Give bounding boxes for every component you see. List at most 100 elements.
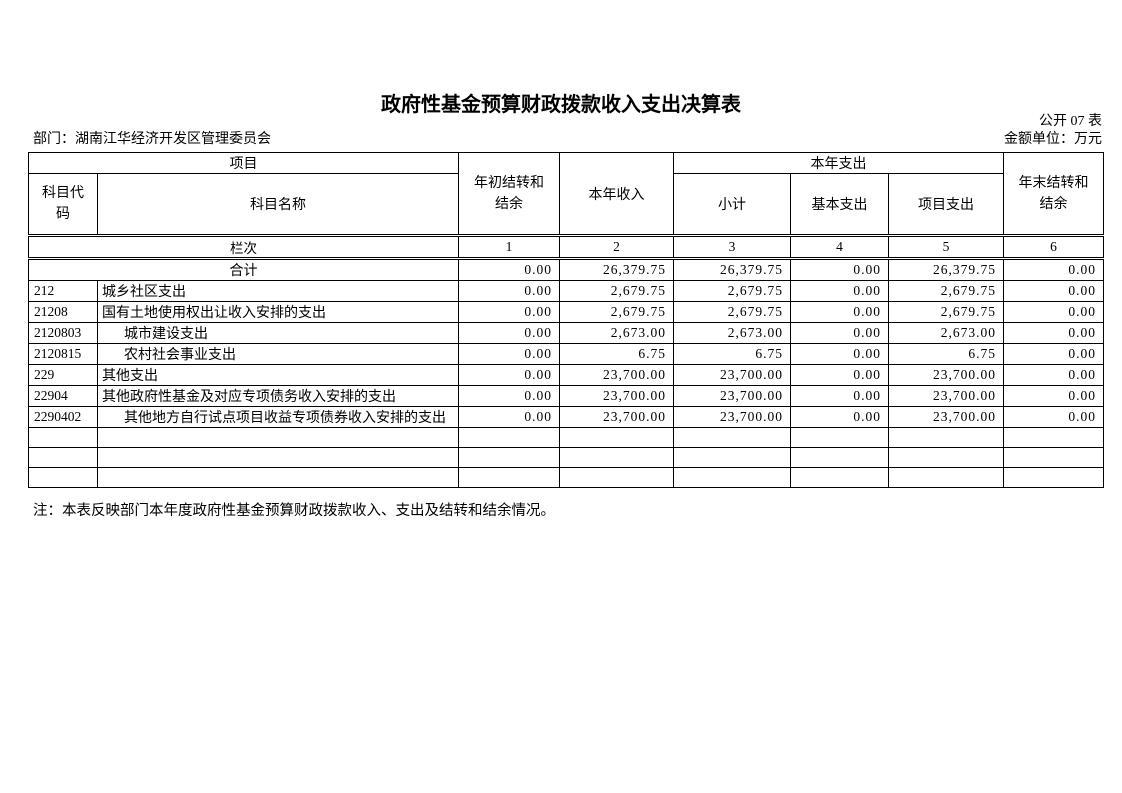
subject-code-cell: 212 xyxy=(28,280,98,302)
value-cell: 0.00 xyxy=(790,406,889,428)
department-label: 部门：湖南江华经济开发区管理委员会 xyxy=(33,132,271,147)
header-subtotal: 小计 xyxy=(673,173,791,236)
page-title: 政府性基金预算财政拨款收入支出决算表 xyxy=(381,94,741,116)
subject-name-cell: 国有土地使用权出让收入安排的支出 xyxy=(97,301,459,323)
value-cell: 0.00 xyxy=(790,385,889,407)
table-row: 21208 国有土地使用权出让收入安排的支出 0.00 2,679.75 2,6… xyxy=(28,301,1105,323)
value-cell xyxy=(673,427,791,448)
total-row: 合计 0.00 26,379.75 26,379.75 0.00 26,379.… xyxy=(28,258,1105,281)
value-cell xyxy=(673,447,791,468)
header-subject-name: 科目名称 xyxy=(97,173,459,236)
value-cell xyxy=(887,447,1005,468)
header-basic-expenditure: 基本支出 xyxy=(790,173,889,236)
table-row: 229 其他支出 0.00 23,700.00 23,700.00 0.00 2… xyxy=(28,364,1105,386)
subject-name-cell xyxy=(97,467,459,488)
value-cell: 0.00 xyxy=(1003,322,1105,344)
value-cell: 2,679.75 xyxy=(673,301,791,323)
column-index-label: 栏次 xyxy=(28,234,459,260)
value-cell: 0.00 xyxy=(790,322,889,344)
value-cell xyxy=(673,467,791,488)
value-cell: 0.00 xyxy=(458,406,560,428)
header-current-income: 本年收入 xyxy=(559,152,674,236)
column-index: 4 xyxy=(790,234,889,260)
value-cell: 23,700.00 xyxy=(887,406,1005,428)
value-cell: 2,679.75 xyxy=(559,301,674,323)
value-cell: 0.00 xyxy=(458,343,560,365)
header-subject-code: 科目代 码 xyxy=(28,173,98,236)
value-cell: 2,679.75 xyxy=(559,280,674,302)
value-cell: 0.00 xyxy=(1003,364,1105,386)
column-index: 1 xyxy=(458,234,560,260)
value-cell: 23,700.00 xyxy=(673,406,791,428)
table-row: 2290402 其他地方自行试点项目收益专项债券收入安排的支出 0.00 23,… xyxy=(28,406,1105,428)
value-cell: 23,700.00 xyxy=(673,385,791,407)
value-cell: 0.00 xyxy=(458,364,560,386)
value-cell: 23,700.00 xyxy=(559,385,674,407)
table-row-empty xyxy=(28,447,1105,468)
total-label: 合计 xyxy=(28,258,459,281)
table-code-label: 公开 07 表 xyxy=(1039,114,1102,129)
value-cell: 23,700.00 xyxy=(559,364,674,386)
value-cell: 6.75 xyxy=(887,343,1005,365)
subject-name-cell: 城市建设支出 xyxy=(97,322,459,344)
value-cell: 6.75 xyxy=(559,343,674,365)
value-cell: 26,379.75 xyxy=(559,258,674,281)
budget-table: 项目 年初结转和 结余 本年收入 本年支出 年末结转和 结余 科目代 码 科目名… xyxy=(28,152,1105,488)
value-cell xyxy=(790,427,889,448)
column-index-row: 栏次 1 2 3 4 5 6 xyxy=(28,234,1105,260)
value-cell: 26,379.75 xyxy=(887,258,1005,281)
value-cell: 0.00 xyxy=(458,301,560,323)
table-row-empty xyxy=(28,427,1105,448)
subject-code-cell xyxy=(28,467,98,488)
value-cell: 0.00 xyxy=(458,258,560,281)
subject-name-cell: 农村社会事业支出 xyxy=(97,343,459,365)
value-cell: 2,679.75 xyxy=(887,301,1005,323)
column-index: 2 xyxy=(559,234,674,260)
value-cell: 0.00 xyxy=(458,385,560,407)
subject-name-cell: 其他支出 xyxy=(97,364,459,386)
subject-code-cell: 2290402 xyxy=(28,406,98,428)
unit-label: 金额单位：万元 xyxy=(1004,132,1102,147)
subject-code-cell: 229 xyxy=(28,364,98,386)
value-cell xyxy=(559,467,674,488)
value-cell: 0.00 xyxy=(458,322,560,344)
value-cell: 0.00 xyxy=(1003,280,1105,302)
header-row-2: 科目代 码 科目名称 小计 基本支出 项目支出 xyxy=(28,173,1104,236)
table-row-empty xyxy=(28,467,1105,488)
subject-name-cell xyxy=(97,447,459,468)
table-row: 212 城乡社区支出 0.00 2,679.75 2,679.75 0.00 2… xyxy=(28,280,1105,302)
column-index: 5 xyxy=(887,234,1005,260)
value-cell: 0.00 xyxy=(790,364,889,386)
value-cell: 0.00 xyxy=(790,301,889,323)
value-cell: 2,679.75 xyxy=(887,280,1005,302)
value-cell xyxy=(790,447,889,468)
subject-code-cell xyxy=(28,427,98,448)
value-cell: 0.00 xyxy=(1003,385,1105,407)
value-cell: 26,379.75 xyxy=(673,258,791,281)
value-cell: 2,673.00 xyxy=(887,322,1005,344)
value-cell: 23,700.00 xyxy=(887,385,1005,407)
value-cell: 0.00 xyxy=(1003,406,1105,428)
subject-name-cell: 城乡社区支出 xyxy=(97,280,459,302)
value-cell: 23,700.00 xyxy=(559,406,674,428)
subject-code-cell: 2120803 xyxy=(28,322,98,344)
value-cell: 23,700.00 xyxy=(887,364,1005,386)
subject-code-cell: 22904 xyxy=(28,385,98,407)
header-beginning-balance: 年初结转和 结余 xyxy=(458,152,560,236)
value-cell: 0.00 xyxy=(790,280,889,302)
subject-code-cell: 21208 xyxy=(28,301,98,323)
subject-code-cell xyxy=(28,447,98,468)
table-row: 2120803 城市建设支出 0.00 2,673.00 2,673.00 0.… xyxy=(28,322,1105,344)
subject-name-cell: 其他政府性基金及对应专项债务收入安排的支出 xyxy=(97,385,459,407)
value-cell xyxy=(1003,447,1105,468)
value-cell: 2,679.75 xyxy=(673,280,791,302)
header-row-1: 项目 年初结转和 结余 本年收入 本年支出 年末结转和 结余 xyxy=(28,152,1105,236)
value-cell xyxy=(458,427,560,448)
value-cell xyxy=(458,447,560,468)
table-row: 22904 其他政府性基金及对应专项债务收入安排的支出 0.00 23,700.… xyxy=(28,385,1105,407)
value-cell xyxy=(887,467,1005,488)
header-project: 项目 xyxy=(28,152,459,174)
value-cell: 2,673.00 xyxy=(673,322,791,344)
subject-name-cell: 其他地方自行试点项目收益专项债券收入安排的支出 xyxy=(97,406,459,428)
